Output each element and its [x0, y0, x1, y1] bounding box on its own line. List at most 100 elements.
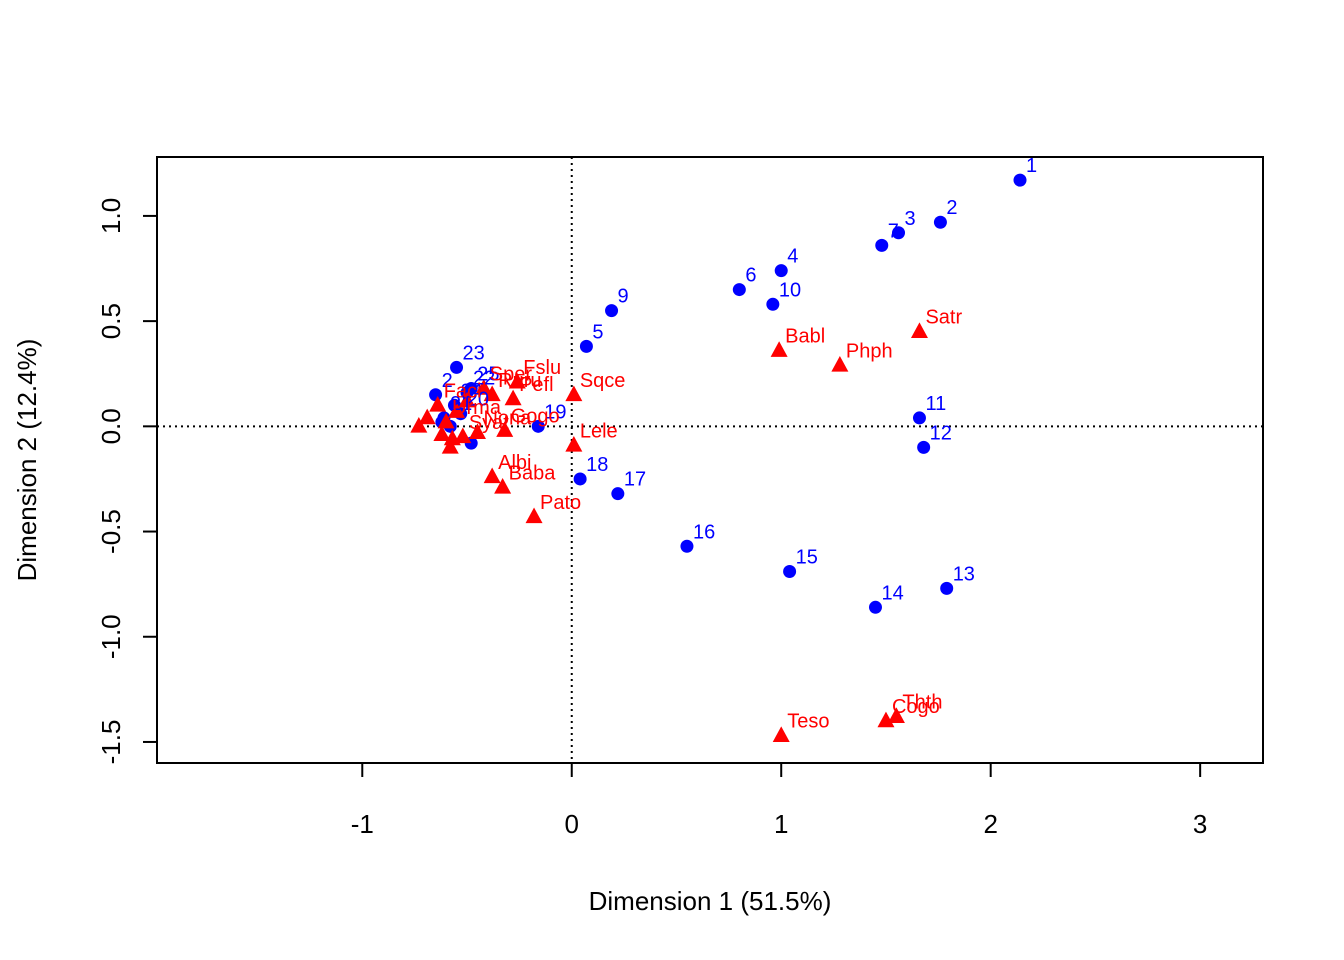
points-layer [410, 173, 1027, 742]
column-point [468, 423, 486, 439]
column-point-label: Teso [787, 711, 829, 733]
row-point-label: 2 [442, 370, 453, 392]
column-point [443, 429, 461, 446]
row-point-label: 25 [477, 363, 499, 385]
column-point [565, 385, 583, 402]
row-point [774, 264, 788, 278]
row-point [611, 487, 625, 501]
x-tick-label: 0 [565, 809, 579, 839]
column-point [418, 408, 436, 425]
y-tick-label: 0.0 [96, 408, 126, 444]
row-point [940, 581, 954, 595]
x-axis-title: Dimension 1 (51.5%) [589, 886, 832, 916]
row-point-label: 9 [618, 286, 629, 308]
column-point [770, 341, 788, 357]
x-tick-label: 1 [774, 809, 788, 839]
column-point [483, 467, 501, 484]
x-tick-label: 2 [983, 809, 997, 839]
y-tick-label: -1.5 [96, 720, 126, 765]
column-point-label: Ruru [498, 370, 541, 392]
row-point [450, 360, 464, 374]
column-point [565, 435, 583, 452]
column-point-label: Sqce [580, 370, 626, 392]
reference-lines [157, 157, 1263, 763]
column-point [887, 707, 905, 724]
column-point-label: Pato [540, 492, 581, 514]
column-point [454, 427, 472, 444]
row-point-label: 13 [953, 563, 975, 585]
row-point [892, 226, 906, 240]
row-point-label: 2 [946, 197, 957, 219]
row-point [912, 411, 926, 425]
row-point-label: 14 [881, 582, 903, 604]
column-point-label: Pefl [519, 374, 553, 396]
row-point-label: 12 [930, 422, 952, 444]
column-point [877, 711, 895, 728]
row-point-label: 4 [787, 246, 798, 268]
row-point-label: 22 [473, 368, 495, 390]
row-point-label: 3 [905, 208, 916, 230]
column-point [525, 507, 543, 524]
column-point [496, 421, 514, 437]
row-point [605, 304, 619, 318]
row-point [531, 419, 545, 433]
column-point-label: Syat [469, 412, 509, 434]
column-point [441, 438, 459, 454]
row-point-label: 5 [592, 321, 603, 343]
column-point-label: Lele [580, 420, 618, 442]
y-tick-label: -1.0 [96, 614, 126, 659]
column-point-label: Thth [902, 692, 942, 714]
column-point-label: Gogo [511, 406, 560, 428]
column-point [483, 385, 501, 402]
row-point [1013, 173, 1027, 187]
row-point-label: 23 [463, 342, 485, 364]
column-point-label: Baba [509, 462, 557, 484]
column-point [448, 402, 466, 418]
column-point [458, 391, 476, 408]
column-point [433, 425, 451, 442]
row-point-label: 15 [796, 547, 818, 569]
column-point [831, 356, 849, 372]
column-point-label: Nona [483, 408, 532, 430]
row-point-label: 18 [586, 454, 608, 476]
row-point-label: 10 [779, 279, 801, 301]
y-axis-title: Dimension 2 (12.4%) [12, 339, 42, 582]
y-tick-label: 0.5 [96, 303, 126, 339]
row-point-label: 11 [925, 393, 946, 415]
row-point [732, 283, 746, 297]
column-point [410, 417, 428, 433]
column-point [475, 379, 493, 395]
column-point-label: Faci [444, 380, 482, 402]
y-tick-label: 1.0 [96, 198, 126, 234]
column-point [437, 412, 455, 429]
row-point-label: 6 [745, 265, 756, 287]
row-point [573, 472, 587, 486]
column-point-label: Phph [846, 340, 893, 362]
y-tick-label: -0.5 [96, 509, 126, 554]
row-point-label: 7 [888, 220, 899, 242]
column-point-label: Sper [490, 363, 533, 385]
row-point [875, 238, 889, 252]
column-point [494, 478, 512, 494]
column-point-label: Cogo [892, 696, 940, 718]
column-point [504, 389, 522, 406]
column-point-label: Babl [785, 326, 825, 348]
row-point [917, 440, 931, 454]
row-point-label: 17 [624, 469, 646, 491]
column-point [429, 395, 447, 412]
row-point [868, 600, 882, 614]
y-axis: -1.5 -1.0 -0.5 0.0 0.5 1.0 [96, 198, 158, 765]
column-point-label: Albi [498, 452, 531, 474]
row-point-label: 24 [460, 380, 482, 402]
column-point [508, 372, 526, 389]
row-point [429, 388, 443, 402]
row-point [464, 381, 478, 395]
x-axis: -1 0 1 2 3 [351, 762, 1207, 839]
column-point-label: Satr [925, 307, 962, 329]
column-point-label: Urma [452, 397, 502, 419]
row-point-label: 19 [544, 401, 566, 423]
